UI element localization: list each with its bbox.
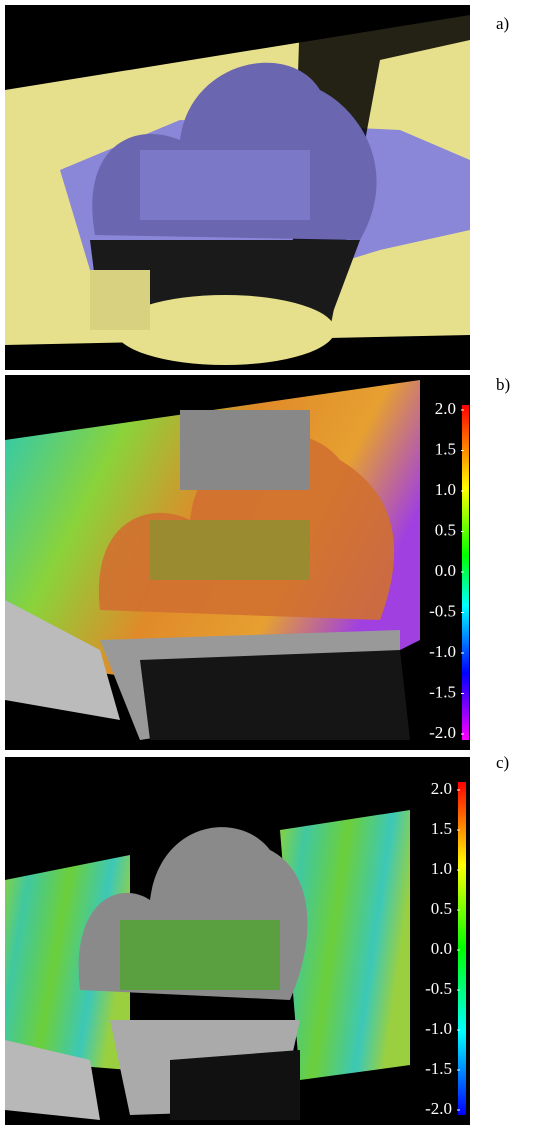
colorbar-tick-label: -1.0 bbox=[425, 1019, 452, 1038]
colorbar-tick-label: -0.5 bbox=[425, 979, 452, 998]
panel-label: a) bbox=[496, 14, 509, 33]
image-b bbox=[5, 375, 470, 750]
colorbar-tick-label: -1.0 bbox=[429, 642, 456, 661]
colorbar-c bbox=[458, 782, 466, 1115]
image-a bbox=[5, 5, 470, 370]
colorbar-tick-label: 0.0 bbox=[431, 939, 452, 958]
colorbar-tick-label: -2.0 bbox=[429, 723, 456, 742]
panel-label: c) bbox=[496, 753, 509, 772]
colorbar-tick-label: 0.5 bbox=[435, 520, 456, 539]
colorbar-tick-label: 1.0 bbox=[431, 859, 452, 878]
colorbar-tick-label: 1.0 bbox=[435, 480, 456, 499]
colorbar-tick-label: -1.5 bbox=[425, 1059, 452, 1078]
colorbar-tick-label: 1.5 bbox=[431, 819, 452, 838]
colorbar-tick-label: 1.5 bbox=[435, 439, 456, 458]
colorbar-tick-label: 2.0 bbox=[431, 779, 452, 798]
colorbar-tick-label: -2.0 bbox=[425, 1099, 452, 1118]
colorbar-tick-label: 2.0 bbox=[435, 399, 456, 418]
panel-label: b) bbox=[496, 375, 510, 394]
figure: a) b) 2.0 1.5 1.0 0.5 0.0 -0.5 -1.0 -1.5 -2.0 c) 2.0… bbox=[0, 0, 533, 1130]
colorbar-tick-label: -0.5 bbox=[429, 601, 456, 620]
colorbar-tick-label: -1.5 bbox=[429, 682, 456, 701]
colorbar-tick-label: 0.5 bbox=[431, 899, 452, 918]
colorbar-tick-label: 0.0 bbox=[435, 561, 456, 580]
image-c bbox=[5, 757, 470, 1125]
